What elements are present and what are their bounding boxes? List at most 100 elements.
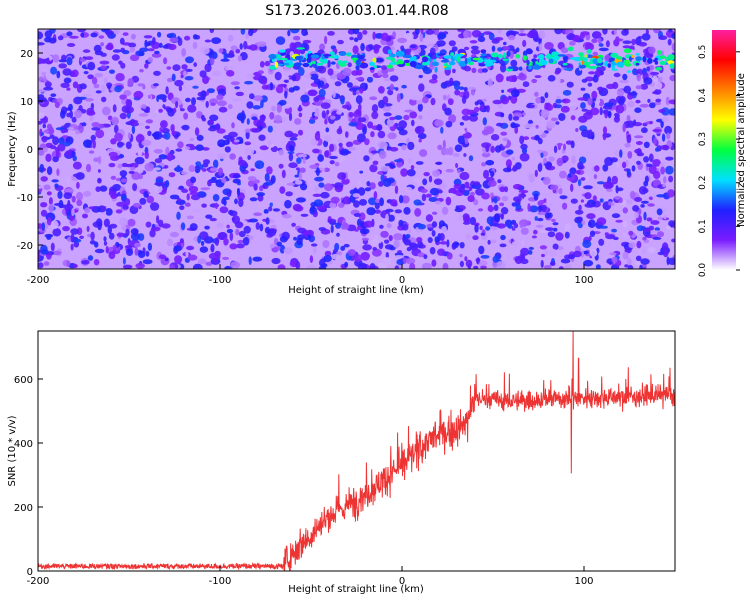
heatmap-cell [612, 81, 619, 90]
heatmap-cell [487, 180, 497, 187]
heatmap-cell [435, 72, 446, 79]
heatmap-cell [38, 94, 45, 100]
heatmap-cell [560, 105, 570, 113]
heatmap-cell [132, 202, 141, 208]
heatmap-line-cell [522, 55, 528, 61]
heatmap-line-cell [337, 60, 343, 65]
heatmap-cell [668, 175, 674, 183]
heatmap-cell [552, 243, 559, 250]
heatmap-cell [362, 126, 367, 135]
snr-y-axis-label: SNR (10 * v/v) [7, 415, 18, 486]
heatmap-cell [393, 239, 401, 249]
heatmap-cell [69, 35, 79, 39]
heatmap-cell [257, 70, 264, 74]
heatmap-cell [349, 36, 354, 41]
heatmap-cell [281, 169, 286, 179]
heatmap-cell [320, 191, 330, 199]
heatmap-cell [537, 211, 547, 215]
heatmap-cell [643, 156, 650, 163]
heatmap-line-cell [548, 58, 554, 64]
heatmap-cell [179, 205, 185, 211]
heatmap-cell [259, 61, 265, 68]
heatmap-cell [134, 247, 139, 256]
heatmap-cell [567, 254, 576, 260]
heatmap-cell [103, 218, 110, 228]
heatmap-cell [488, 32, 495, 41]
heatmap-line-cell [395, 50, 405, 57]
heatmap-cell [186, 80, 195, 86]
heatmap-line-cell [457, 53, 464, 57]
heatmap-cell [128, 119, 139, 124]
heatmap-cell [368, 197, 377, 206]
heatmap-cell [317, 65, 327, 74]
heatmap-cell [58, 137, 65, 145]
heatmap-cell [81, 260, 90, 265]
heatmap-cell [171, 73, 176, 82]
heatmap-cell [334, 81, 342, 87]
heatmap-cell [558, 266, 564, 269]
heatmap-cell [49, 55, 53, 61]
heatmap-cell [394, 185, 399, 194]
heatmap-cell [264, 181, 274, 186]
heatmap-cell [635, 85, 642, 90]
heatmap-cell [289, 137, 298, 141]
heatmap-cell [357, 181, 362, 186]
heatmap-cell [471, 30, 482, 38]
heatmap-cell [420, 188, 428, 193]
heatmap-cell [137, 150, 143, 157]
heatmap-cell [167, 152, 173, 162]
colorbar-tick-label: 0.3 [698, 132, 708, 146]
heatmap-cell [137, 174, 143, 180]
heatmap-cell [567, 33, 575, 39]
heatmap-line-cell [342, 60, 349, 64]
heatmap-cell [169, 194, 180, 200]
heatmap-cell [257, 41, 267, 47]
heatmap-cell [182, 70, 187, 78]
heatmap-cell [245, 130, 250, 140]
heatmap-cell [595, 96, 601, 105]
heatmap-cell [541, 253, 545, 258]
heatmap-cell [613, 72, 621, 78]
heatmap-cell [654, 227, 660, 232]
heatmap-cell [512, 116, 520, 121]
heatmap-cell [357, 262, 368, 269]
heatmap-cell [537, 163, 543, 172]
heatmap-cell [459, 86, 465, 90]
heatmap-line-cell [623, 48, 632, 54]
heatmap-cell [139, 197, 147, 205]
heatmap-cell [454, 89, 461, 96]
heatmap-cell [247, 180, 255, 187]
heatmap-cell [643, 141, 650, 148]
heatmap-cell [43, 75, 47, 84]
heatmap-cell [483, 169, 490, 179]
heatmap-line-cell [635, 56, 642, 61]
heatmap-cell [312, 193, 322, 197]
heatmap-cell [363, 155, 370, 162]
heatmap-cell [458, 186, 466, 193]
heatmap-cell [660, 145, 670, 150]
heatmap-cell [497, 47, 503, 52]
heatmap-cell [70, 228, 79, 235]
heatmap-cell [190, 176, 197, 184]
heatmap-cell [134, 242, 141, 248]
heatmap-cell [619, 79, 629, 84]
heatmap-cell [199, 46, 210, 55]
heatmap-cell [129, 54, 140, 62]
heatmap-line-cell [422, 61, 428, 66]
heatmap-cell [225, 245, 230, 250]
heatmap-cell [330, 115, 336, 120]
heatmap-cell [275, 36, 286, 45]
heatmap-cell [161, 223, 171, 229]
heatmap-cell [569, 102, 577, 111]
heatmap-cell [38, 42, 45, 46]
heatmap-cell [39, 163, 45, 173]
heatmap-cell [592, 195, 597, 202]
heatmap-line-cell [659, 55, 666, 59]
heatmap-line-cell [502, 58, 509, 61]
heatmap-line-cell [403, 54, 412, 59]
heatmap-cell [490, 170, 495, 178]
heatmap-cell [540, 152, 544, 158]
heatmap-cell [189, 223, 198, 231]
heatmap-cell [632, 68, 638, 76]
heatmap-cell [497, 29, 502, 34]
